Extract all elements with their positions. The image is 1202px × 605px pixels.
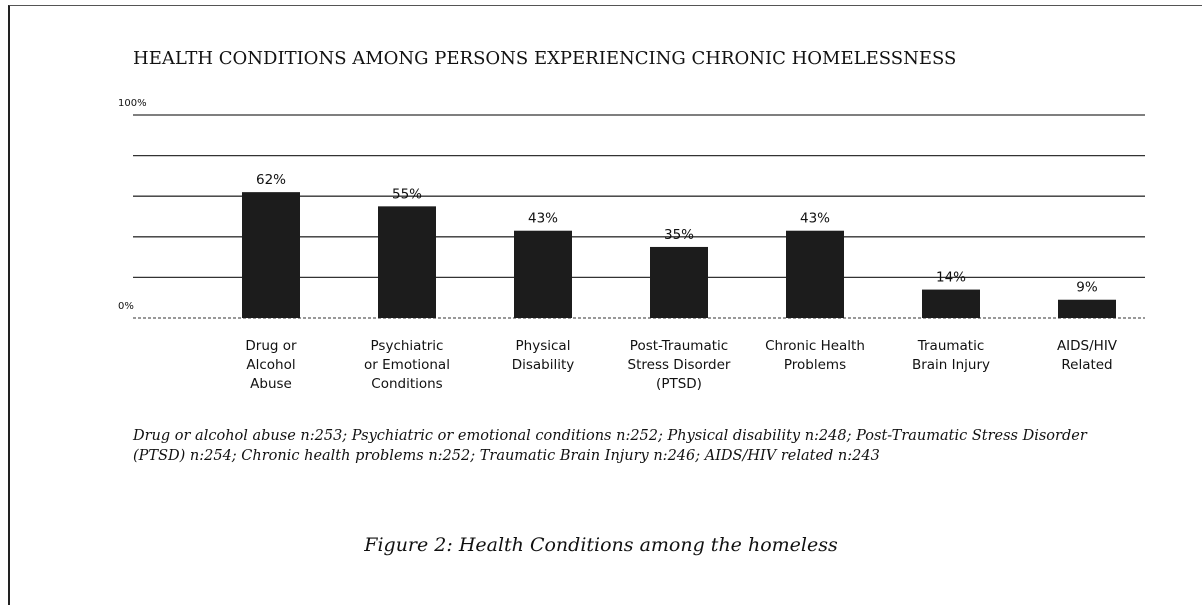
x-tick-label: Traumatic Brain Injury [912, 338, 990, 373]
x-tick-label: Psychiatric or Emotional Conditions [364, 338, 450, 392]
frame [8, 5, 1202, 605]
footnote: Drug or alcohol abuse n:253; Psychiatric… [133, 428, 1087, 464]
x-tick-label: Chronic Health Problems [765, 338, 865, 373]
y-tick-label: 0% [118, 301, 134, 312]
bar [242, 192, 300, 318]
data-label: 35% [664, 227, 694, 243]
x-tick-label: AIDS/HIV Related [1057, 338, 1118, 373]
figure-caption: Figure 2: Health Conditions among the ho… [364, 534, 838, 556]
bar [378, 206, 436, 318]
data-label: 9% [1076, 280, 1098, 296]
bar [922, 289, 980, 318]
x-tick-label: Drug or Alcohol Abuse [245, 338, 297, 392]
x-tick-label: Physical Disability [512, 338, 575, 373]
data-label: 55% [392, 186, 422, 202]
data-label: 14% [936, 270, 966, 286]
y-tick-label: 100% [118, 98, 147, 109]
data-label: 43% [800, 211, 830, 227]
data-label: 43% [528, 211, 558, 227]
bar [786, 230, 844, 318]
bar [650, 246, 708, 318]
bar [514, 230, 572, 318]
bar [1058, 299, 1116, 318]
data-label: 62% [256, 172, 286, 188]
chart-title: HEALTH CONDITIONS AMONG PERSONS EXPERIEN… [133, 48, 956, 69]
x-tick-label: Post-Traumatic Stress Disorder (PTSD) [628, 338, 731, 392]
